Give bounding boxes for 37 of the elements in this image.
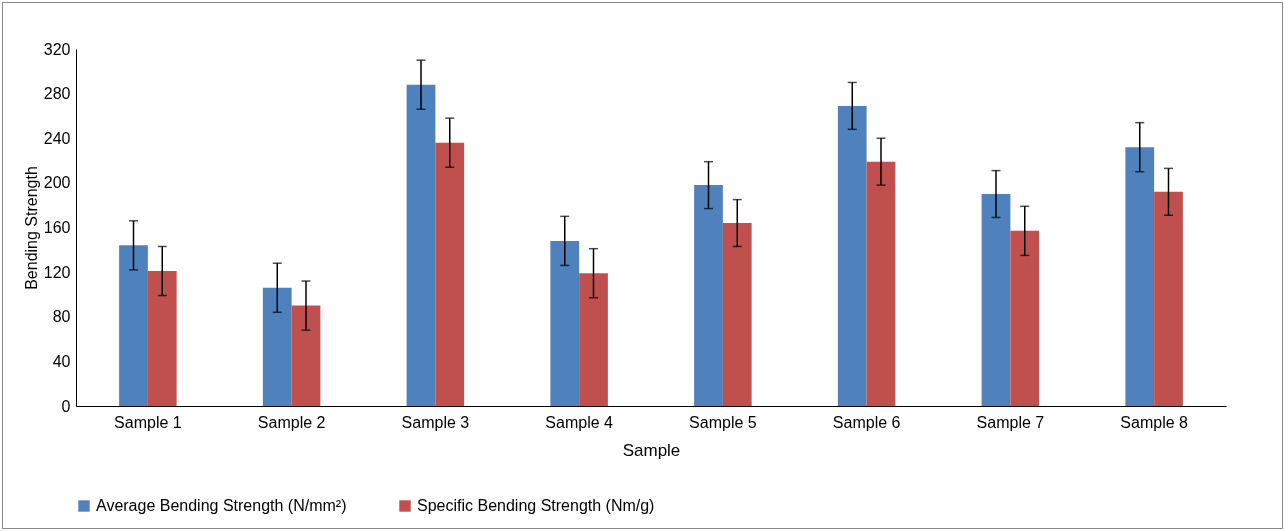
- bar: [406, 84, 436, 406]
- y-tick-label: 320: [43, 40, 71, 58]
- bar: [579, 273, 608, 406]
- x-tick-label: Sample 3: [401, 413, 470, 431]
- x-axis-title: Sample: [622, 440, 681, 460]
- legend-label: Specific Bending Strength (Nm/g): [417, 497, 655, 514]
- bar: [1154, 191, 1183, 406]
- x-tick-label: Sample 4: [545, 413, 614, 431]
- x-tick-label: Sample 6: [832, 413, 901, 431]
- bar: [550, 240, 580, 406]
- y-tick-label: 200: [43, 174, 71, 192]
- y-tick-label: 240: [43, 129, 71, 147]
- bar: [722, 223, 752, 406]
- y-tick-label: 280: [43, 85, 71, 103]
- bar: [435, 142, 465, 406]
- bar: [119, 245, 148, 406]
- x-tick-label: Sample 2: [257, 413, 326, 431]
- y-tick-label: 120: [43, 263, 71, 281]
- bar: [837, 105, 867, 406]
- legend-label: Average Bending Strength (N/mm²): [96, 497, 347, 514]
- y-tick-label: 0: [61, 397, 71, 415]
- x-tick-label: Sample 7: [976, 413, 1045, 431]
- bar: [981, 194, 1011, 406]
- bar: [147, 271, 177, 406]
- x-tick-label: Sample 5: [689, 413, 757, 431]
- x-tick-label: Sample 1: [114, 413, 182, 431]
- bar: [291, 305, 321, 406]
- y-tick-label: 80: [52, 308, 71, 326]
- x-tick-label: Sample 8: [1120, 413, 1189, 431]
- bar: [1010, 230, 1040, 406]
- bar: [694, 185, 723, 406]
- bar: [262, 287, 292, 406]
- y-tick-label: 160: [43, 219, 71, 236]
- bar: [866, 161, 896, 406]
- y-axis-title: Bending Strength: [22, 166, 40, 290]
- bar: [1125, 147, 1155, 406]
- y-tick-label: 40: [52, 352, 71, 370]
